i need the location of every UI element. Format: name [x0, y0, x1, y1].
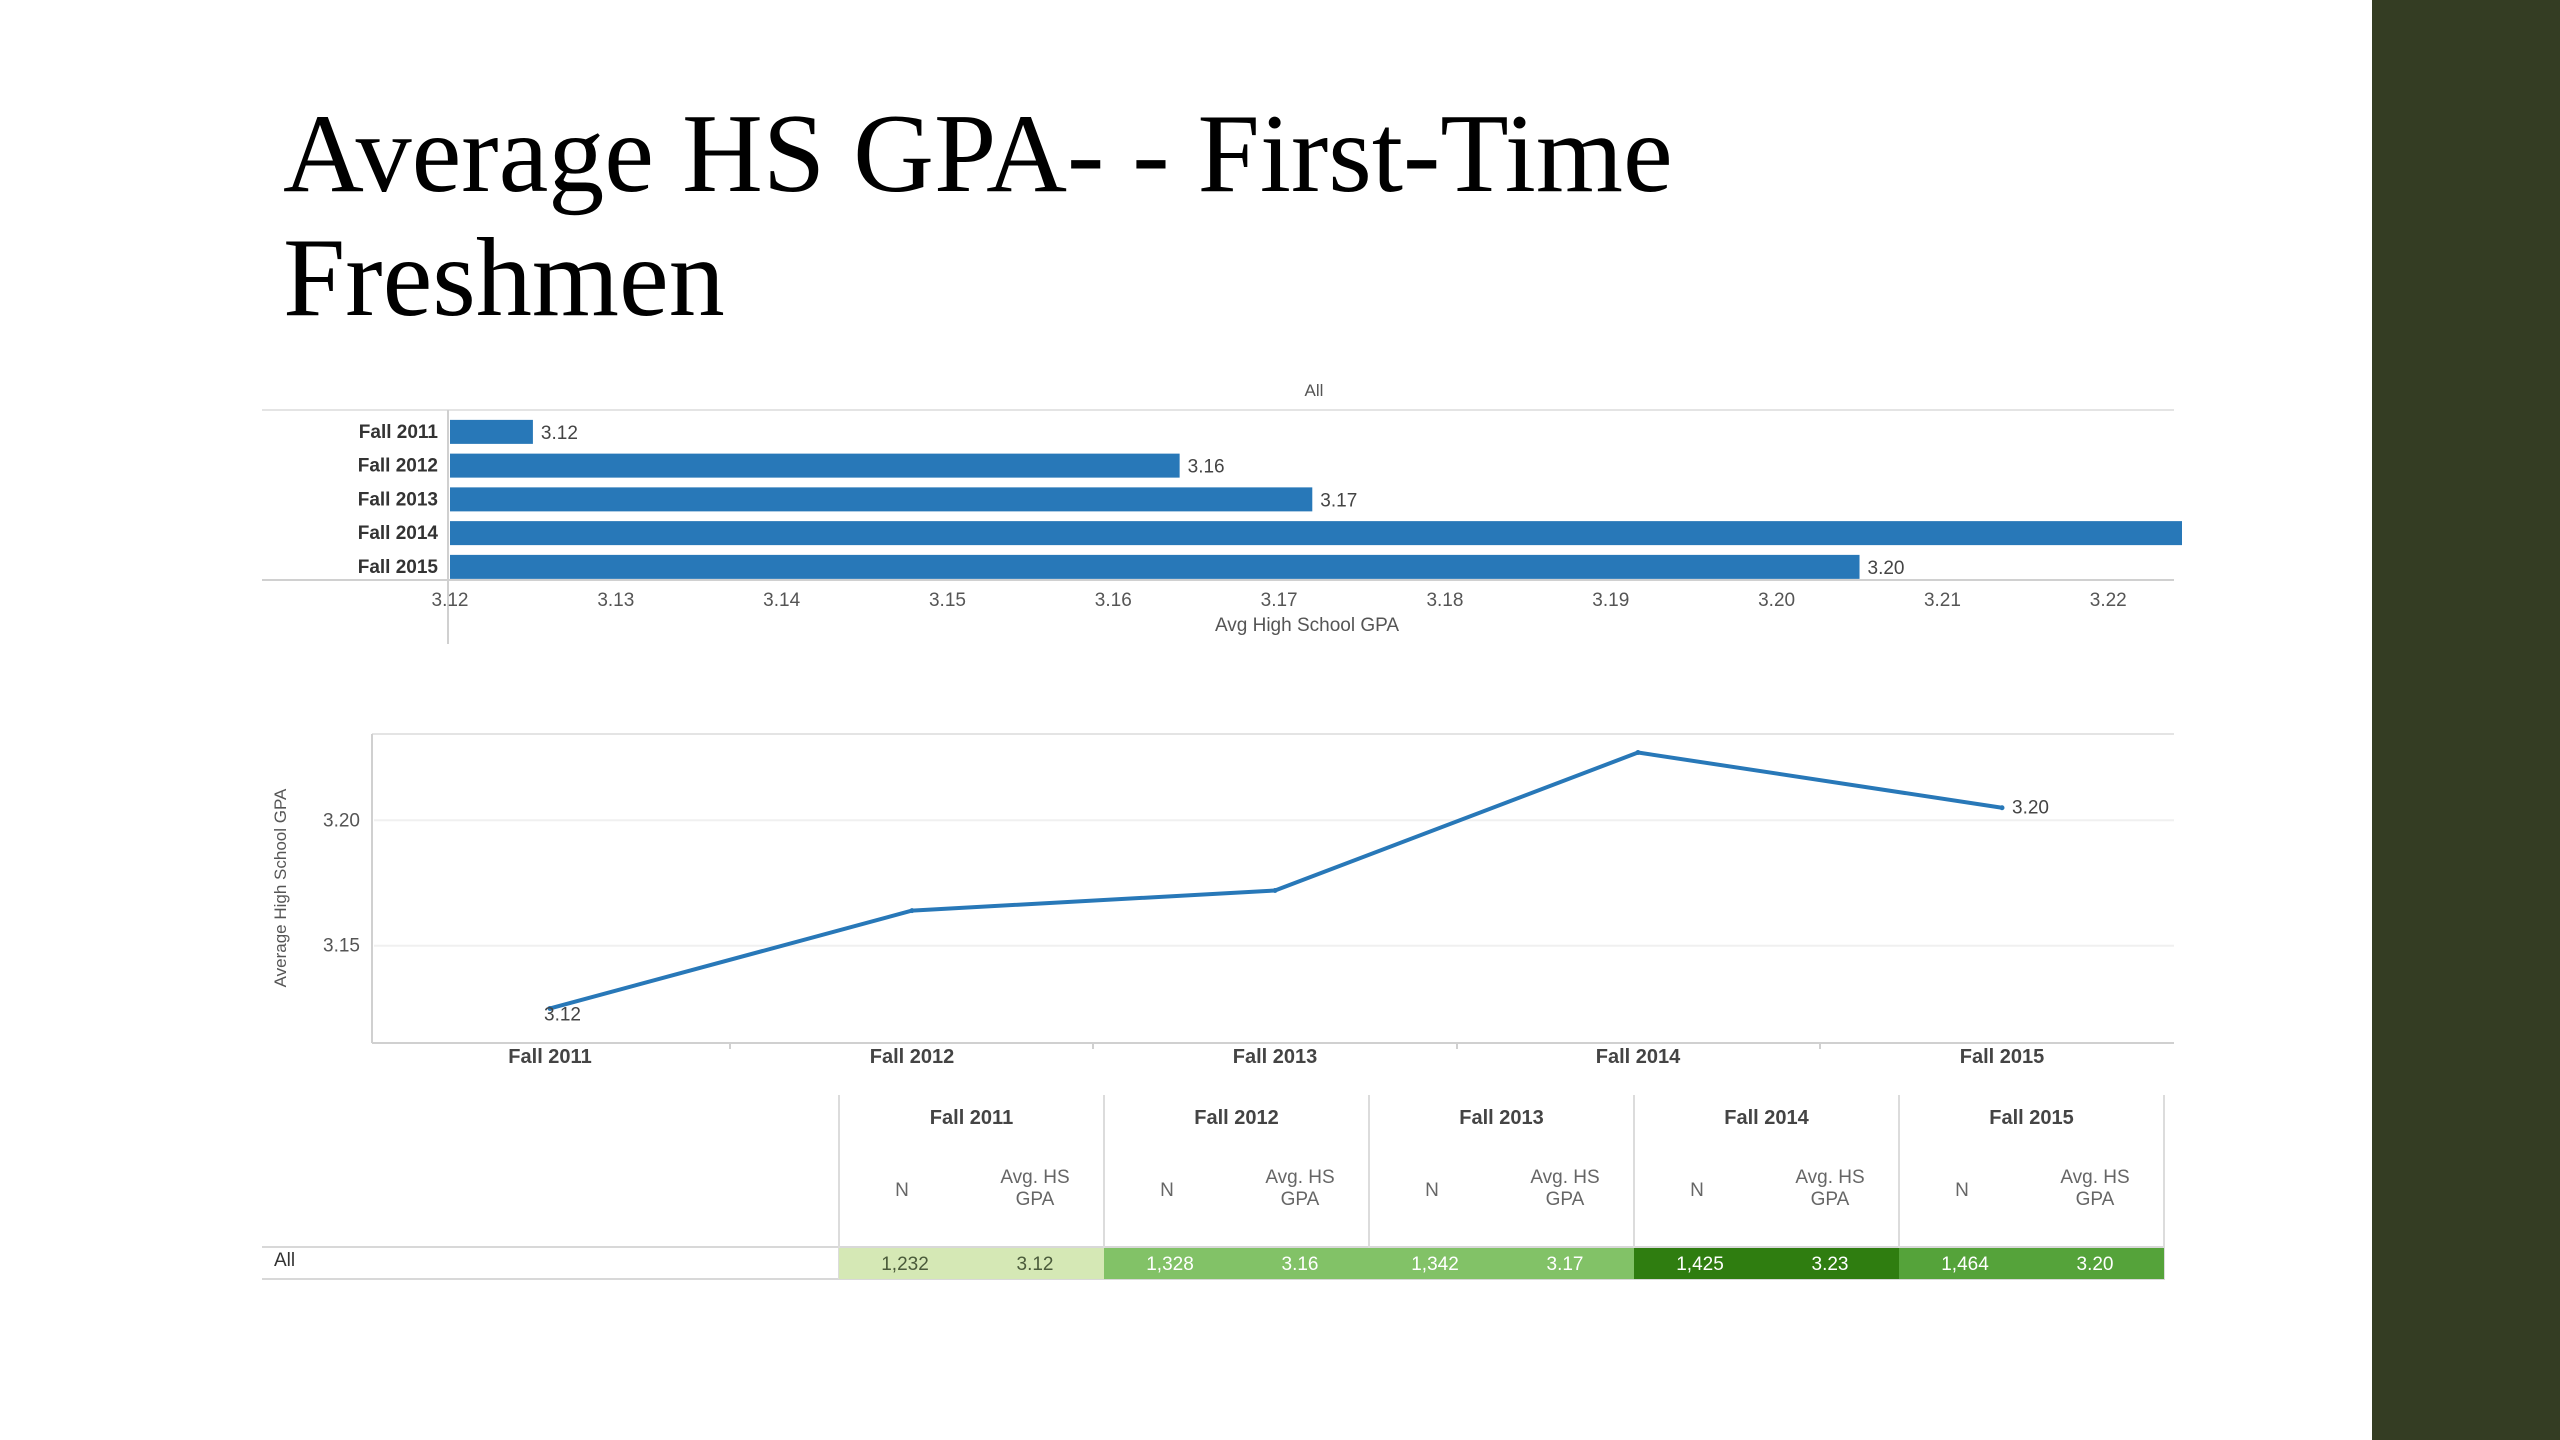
bar [450, 521, 2182, 546]
table-subheader-gpa: Avg. HS GPA [1795, 1167, 1864, 1210]
bar-value-label: 3.20 [1868, 558, 1905, 579]
bar-category-label: Fall 2011 [359, 422, 439, 443]
line-value-label: 3.12 [544, 1004, 581, 1025]
bar-x-tick-label: 3.15 [929, 590, 966, 611]
bar-x-tick-label: 3.14 [763, 590, 800, 611]
line-point [1999, 805, 2005, 811]
bar-category-label: Fall 2015 [358, 557, 439, 578]
table-cell-n: 1,342 [1411, 1254, 1459, 1275]
gpa-summary-table: All Fall 2011 N Avg. HS GPA 1,232 3.12 Fall 20… [262, 1095, 2165, 1280]
bar-category-label: Fall 2013 [358, 489, 438, 510]
bar-value-label: 3.17 [1320, 490, 1357, 511]
table-subheader-n: N [1160, 1180, 1174, 1201]
bar-x-tick-label: 3.20 [1758, 590, 1795, 611]
accent-band [2372, 0, 2560, 1440]
bar [450, 554, 1860, 579]
table-column-header: Fall 2014 [1724, 1107, 1809, 1129]
table-cell [1369, 1248, 1634, 1279]
line-point [1635, 750, 1641, 756]
bar-x-tick-label: 3.19 [1592, 590, 1629, 611]
table-subheader-n: N [1690, 1180, 1704, 1201]
bar-x-axis-label: Avg High School GPA [1215, 615, 1399, 636]
table-cell [1899, 1248, 2164, 1279]
table-cell-n: 1,328 [1146, 1254, 1194, 1275]
gpa-bar-chart: All Avg High School GPA Fall 2011 3.12 Fal… [262, 381, 2182, 644]
table-cell-gpa: 3.17 [1547, 1254, 1584, 1275]
line-series [549, 750, 2003, 1011]
table-cell-gpa: 3.20 [2077, 1254, 2114, 1275]
table-cell [1634, 1248, 1899, 1279]
line-point [547, 1005, 553, 1011]
table-row-label: All [274, 1250, 295, 1271]
table-column-header: Fall 2012 [1194, 1107, 1279, 1129]
table-cell-n: 1,232 [881, 1254, 929, 1275]
bar-x-tick-label: 3.13 [597, 590, 634, 611]
line-x-tick-label: Fall 2015 [1960, 1046, 2045, 1065]
bar-value-label: 3.16 [1188, 457, 1225, 478]
bar-x-tick-label: 3.12 [432, 590, 469, 611]
line-point [909, 908, 915, 914]
line-x-tick-label: Fall 2014 [1596, 1046, 1681, 1065]
table-cell-n: 1,425 [1676, 1254, 1724, 1275]
table-cell-gpa: 3.23 [1812, 1254, 1849, 1275]
gpa-line-chart: Average High School GPA 3.15 3.20 Fall 201… [271, 733, 2174, 1065]
bar [450, 487, 1313, 512]
line-y-tick-label: 3.15 [323, 936, 360, 957]
table-subheader-n: N [1955, 1180, 1969, 1201]
table-cell-n: 1,464 [1941, 1254, 1989, 1275]
bar-x-tick-label: 3.16 [1095, 590, 1132, 611]
table-subheader-n: N [895, 1180, 909, 1201]
table-cell [839, 1248, 1104, 1279]
bar [450, 419, 533, 444]
bar-category-label: Fall 2014 [358, 523, 439, 544]
line-value-label: 3.20 [2012, 798, 2049, 819]
bar-x-tick-label: 3.18 [1426, 590, 1463, 611]
bar-x-tick-label: 3.17 [1261, 590, 1298, 611]
bar-chart-header: All [1305, 381, 1324, 400]
table-cell-gpa: 3.16 [1282, 1254, 1319, 1275]
bar-value-label: 3.12 [541, 423, 578, 444]
line-x-tick-label: Fall 2013 [1233, 1046, 1318, 1065]
table-subheader-gpa: Avg. HS GPA [1265, 1167, 1334, 1210]
table-cell [1104, 1248, 1369, 1279]
table-subheader-gpa: Avg. HS GPA [2060, 1167, 2129, 1210]
line-x-tick-label: Fall 2012 [870, 1046, 955, 1065]
table-subheader-gpa: Avg. HS GPA [1000, 1167, 1069, 1210]
table-column-header: Fall 2013 [1459, 1107, 1544, 1129]
bar-x-tick-label: 3.22 [2090, 590, 2127, 611]
table-column-header: Fall 2011 [930, 1107, 1013, 1129]
slide-title: Average HS GPA- - First-Time Freshmen [283, 92, 1673, 340]
bar-x-tick-label: 3.21 [1924, 590, 1961, 611]
line-y-axis-label: Average High School GPA [271, 788, 290, 987]
line-point [1272, 888, 1278, 894]
table-subheader-gpa: Avg. HS GPA [1530, 1167, 1599, 1210]
table-subheader-n: N [1425, 1180, 1439, 1201]
line-y-tick-label: 3.20 [323, 810, 360, 831]
line-x-tick-label: Fall 2011 [508, 1046, 591, 1065]
bar [450, 453, 1180, 478]
table-column-header: Fall 2015 [1989, 1107, 2074, 1129]
bar-category-label: Fall 2012 [358, 456, 438, 477]
table-cell-gpa: 3.12 [1017, 1254, 1054, 1275]
